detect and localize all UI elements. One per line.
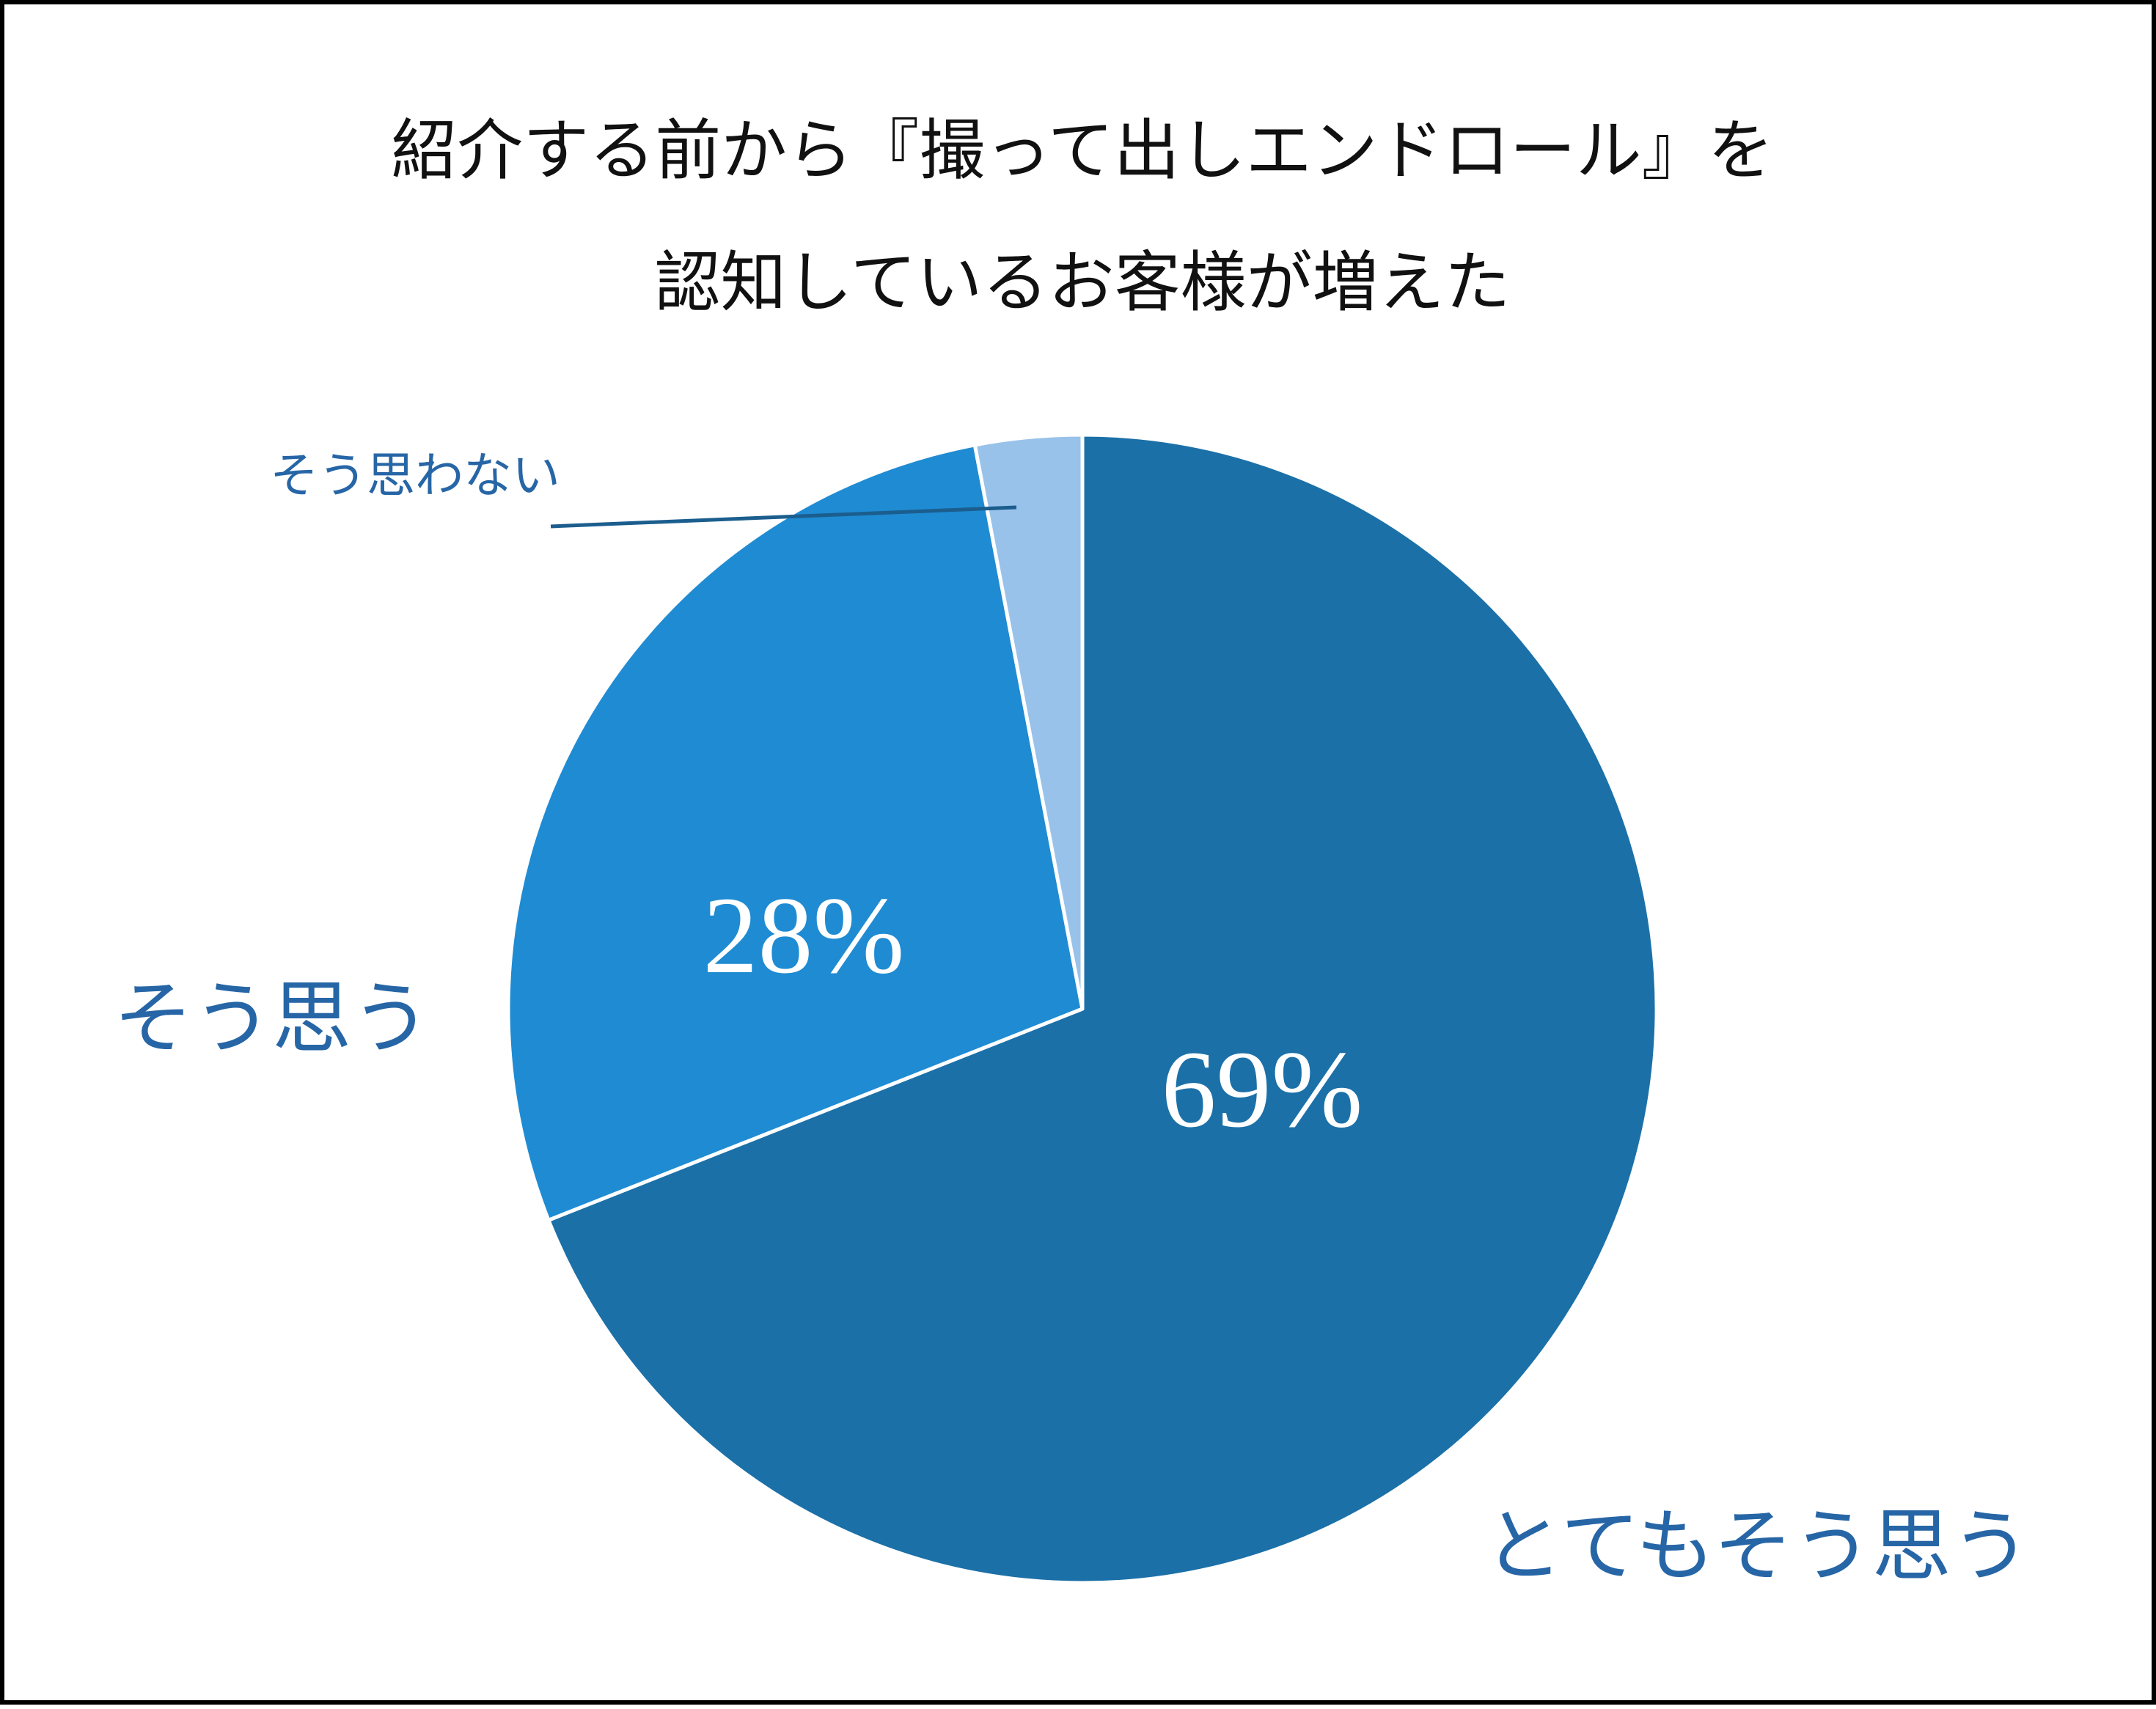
pie-chart: 紹介する前から『撮って出しエンドロール』を 認知しているお客様が増えた 69% と… — [114, 112, 2031, 1592]
chart-title-line-1: 紹介する前から『撮って出しエンドロール』を — [391, 112, 1774, 189]
data-label-strongly-agree: 69% — [1162, 1029, 1363, 1150]
data-label-disagree: 3% — [383, 537, 447, 591]
pie-slice-disagree — [972, 433, 1085, 1011]
category-label-agree: そう思う — [114, 973, 430, 1065]
chart-title-line-2: 認知しているお客様が増えた — [654, 244, 1510, 321]
category-label-strongly-agree: とてもそう思う — [1484, 1501, 2030, 1592]
category-label-disagree: そう思わない — [270, 447, 560, 504]
pie-slice-agree — [506, 443, 1085, 1222]
pie-slice-strongly-agree — [546, 433, 1659, 1585]
leader-line-disagree — [550, 505, 1017, 529]
data-label-agree: 28% — [703, 875, 905, 996]
